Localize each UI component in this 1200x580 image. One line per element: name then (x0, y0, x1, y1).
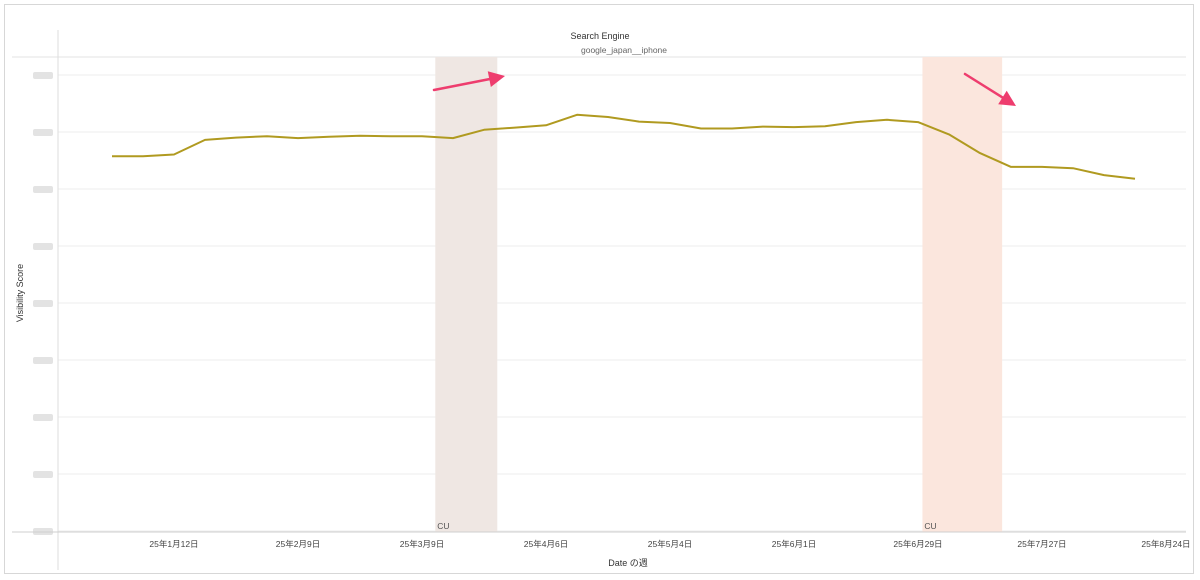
annotation-arrow-up-head (487, 71, 505, 87)
annotation-arrow-up (432, 77, 491, 92)
x-tick-label: 25年6月29日 (893, 539, 942, 549)
cu-band-label: CU (437, 521, 449, 531)
y-tick-blurred (33, 186, 53, 193)
annotation-arrow-down-head (998, 90, 1016, 106)
y-tick-blurred (33, 471, 53, 478)
x-tick-label: 25年3月9日 (400, 539, 444, 549)
cu-band (922, 57, 1003, 532)
x-tick-label: 25年7月27日 (1017, 539, 1066, 549)
cu-band-label: CU (924, 521, 936, 531)
y-tick-blurred (33, 243, 53, 250)
y-tick-blurred (33, 414, 53, 421)
cu-band (435, 57, 498, 532)
x-tick-label: 25年1月12日 (149, 539, 198, 549)
x-tick-label: 25年8月24日 (1141, 539, 1190, 549)
annotation-arrow-down (963, 72, 1004, 99)
chart-title: Search Engine (570, 31, 630, 41)
y-tick-blurred (33, 129, 53, 136)
y-tick-blurred (33, 72, 53, 79)
x-tick-label: 25年2月9日 (276, 539, 320, 549)
chart-subtitle: google_japan__iphone (580, 45, 668, 55)
x-axis-label: Date の週 (608, 558, 648, 568)
x-tick-label: 25年5月4日 (648, 539, 692, 549)
y-tick-blurred (33, 300, 53, 307)
x-tick-label: 25年4月6日 (524, 539, 568, 549)
series-line (112, 113, 1136, 180)
y-tick-blurred (33, 357, 53, 364)
x-tick-label: 25年6月1日 (772, 539, 816, 549)
